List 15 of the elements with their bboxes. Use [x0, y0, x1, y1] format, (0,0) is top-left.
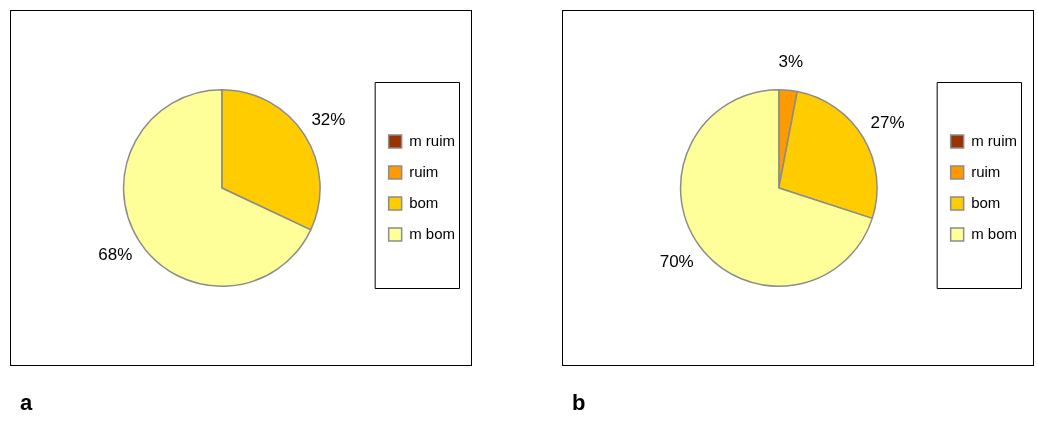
legend-label: m bom: [409, 224, 455, 242]
data-label: 32%: [311, 110, 346, 130]
legend-label: ruim: [971, 162, 1001, 180]
legend-label: m bom: [971, 224, 1017, 242]
data-label: 70%: [659, 251, 694, 271]
legend-label: bom: [409, 193, 439, 211]
legend-label: bom: [971, 193, 1001, 211]
data-label: 3%: [778, 52, 803, 71]
data-label: 27%: [870, 113, 905, 133]
text: b: [572, 390, 586, 416]
text: a: [20, 390, 33, 416]
legend-label: ruim: [409, 162, 439, 180]
legend-label: m ruim: [971, 131, 1017, 149]
data-label: 68%: [98, 245, 133, 265]
legend-label: m ruim: [409, 131, 455, 149]
